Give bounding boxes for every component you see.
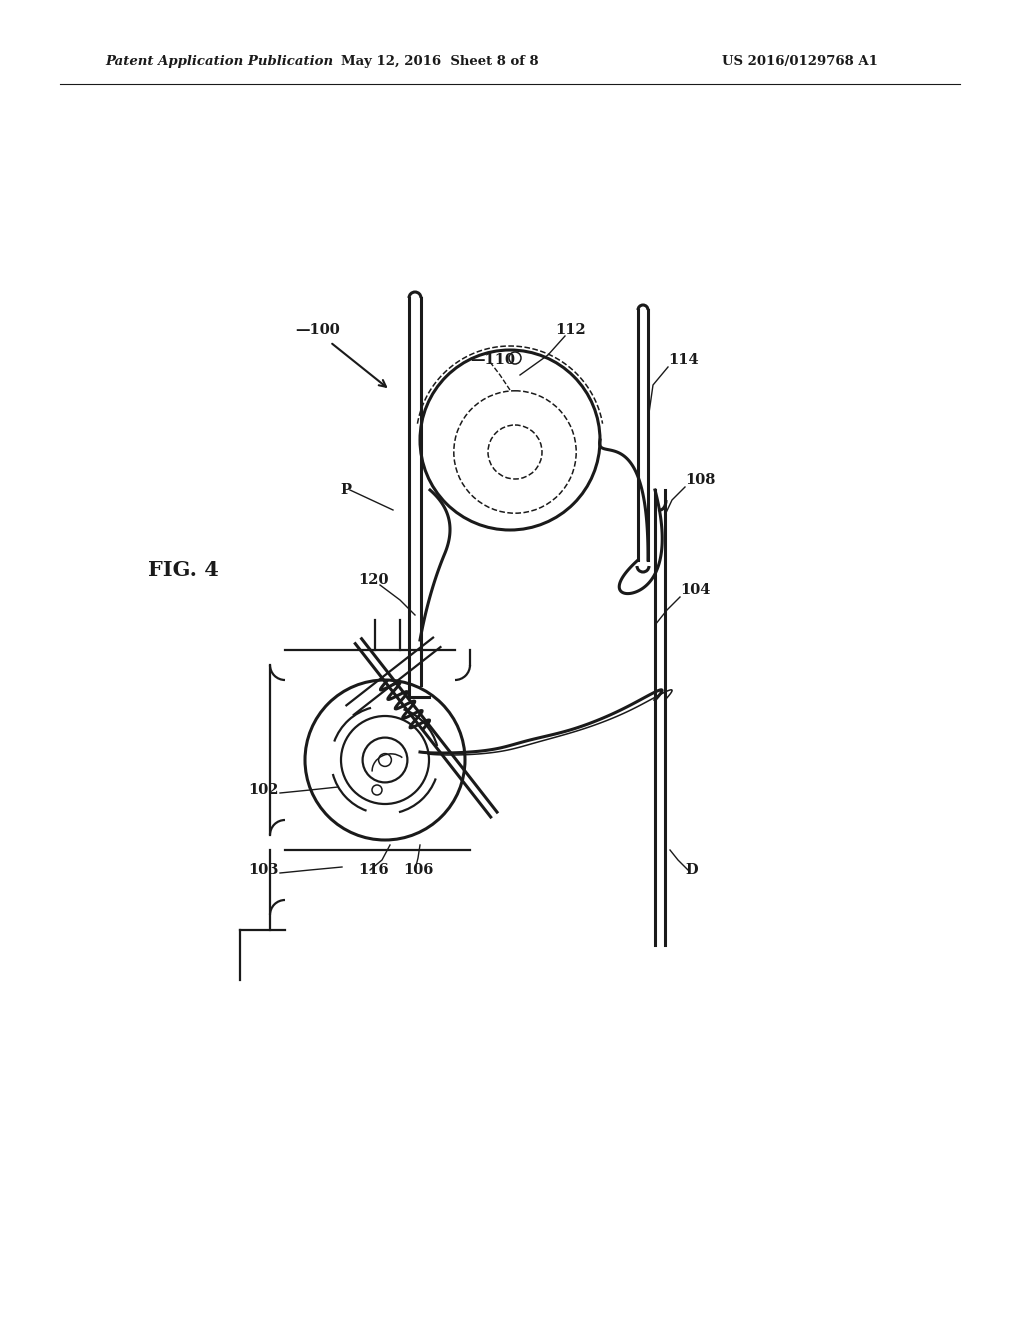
Text: 103: 103	[248, 863, 279, 876]
Text: US 2016/0129768 A1: US 2016/0129768 A1	[722, 55, 878, 69]
Text: FIG. 4: FIG. 4	[148, 560, 219, 579]
Text: May 12, 2016  Sheet 8 of 8: May 12, 2016 Sheet 8 of 8	[341, 55, 539, 69]
Text: 114: 114	[668, 352, 698, 367]
Text: —110: —110	[470, 352, 515, 367]
Text: P: P	[340, 483, 351, 498]
Text: 104: 104	[680, 583, 711, 597]
Text: 116: 116	[358, 863, 389, 876]
Text: 120: 120	[358, 573, 388, 587]
Text: D: D	[685, 863, 697, 876]
Text: 108: 108	[685, 473, 716, 487]
Text: 106: 106	[403, 863, 433, 876]
Text: 102: 102	[248, 783, 279, 797]
Text: —100: —100	[295, 323, 340, 337]
Text: Patent Application Publication: Patent Application Publication	[105, 55, 333, 69]
Text: 112: 112	[555, 323, 586, 337]
